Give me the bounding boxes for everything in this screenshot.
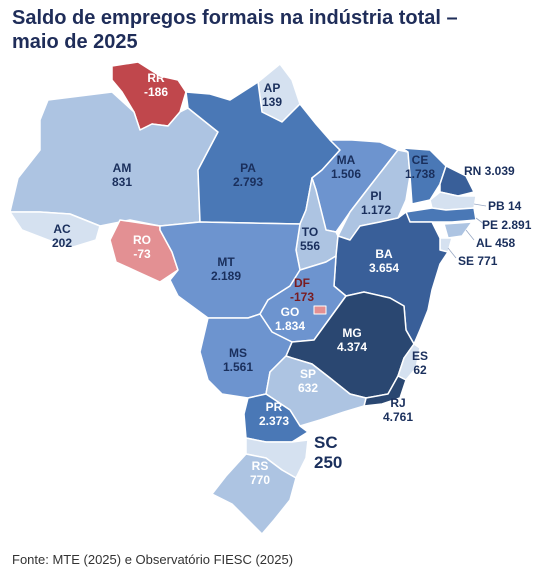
state-code-mg: MG [342, 326, 361, 340]
state-value-mg: 4.374 [337, 340, 367, 354]
state-value-ba: 3.654 [369, 261, 399, 275]
state-ma[interactable] [311, 139, 399, 233]
state-value-rr: -186 [144, 85, 168, 99]
state-code-sc: SC [314, 433, 338, 452]
map-title: Saldo de empregos formais na indústria t… [12, 6, 532, 54]
state-pe[interactable] [405, 207, 477, 223]
state-code-df: DF [294, 276, 310, 290]
state-code-rj: RJ [390, 396, 405, 410]
state-ac[interactable] [9, 211, 101, 249]
state-code-pa: PA [240, 161, 256, 175]
state-label-pe: PE 2.891 [482, 218, 532, 232]
state-value-am: 831 [112, 175, 132, 189]
state-label-al: AL 458 [476, 236, 515, 250]
state-pb[interactable] [429, 191, 477, 211]
state-df[interactable] [313, 305, 327, 315]
leader-lines [447, 203, 487, 259]
state-value-ms: 1.561 [223, 360, 253, 374]
state-label-se: SE 771 [458, 254, 498, 268]
state-code-ma: MA [337, 153, 356, 167]
state-code-ms: MS [229, 346, 247, 360]
state-label-pb: PB 14 [488, 199, 522, 213]
source-note: Fonte: MTE (2025) e Observatório FIESC (… [12, 552, 294, 567]
state-value-ac: 202 [52, 236, 72, 250]
state-code-to: TO [302, 225, 318, 239]
state-value-ce: 1.738 [405, 167, 435, 181]
title-line-2: maio de 2025 [12, 31, 138, 53]
state-value-ap: 139 [262, 95, 282, 109]
state-value-pr: 2.373 [259, 414, 289, 428]
state-code-ce: CE [412, 153, 429, 167]
state-value-es: 62 [413, 363, 427, 377]
state-code-sp: SP [300, 367, 316, 381]
state-code-rs: RS [252, 459, 269, 473]
state-value-sp: 632 [298, 381, 318, 395]
state-value-ma: 1.506 [331, 167, 361, 181]
state-value-pi: 1.172 [361, 203, 391, 217]
state-value-sc: 250 [314, 453, 342, 472]
state-value-rs: 770 [250, 473, 270, 487]
state-rj[interactable] [363, 375, 407, 407]
state-label-rn: RN 3.039 [464, 164, 515, 178]
state-code-es: ES [412, 349, 428, 363]
state-al[interactable] [443, 221, 473, 239]
state-value-go: 1.834 [275, 319, 305, 333]
state-code-ac: AC [53, 222, 71, 236]
state-code-ap: AP [264, 81, 281, 95]
state-value-rj: 4.761 [383, 410, 413, 424]
state-value-pa: 2.793 [233, 175, 263, 189]
state-code-rr: RR [147, 71, 165, 85]
state-am[interactable] [9, 91, 219, 227]
state-code-mt: MT [217, 255, 235, 269]
state-code-pr: PR [266, 400, 283, 414]
title-line-1: Saldo de empregos formais na indústria t… [12, 7, 458, 29]
state-rs[interactable] [211, 453, 297, 535]
state-code-ba: BA [375, 247, 393, 261]
state-code-go: GO [281, 305, 300, 319]
state-code-am: AM [113, 161, 132, 175]
state-pr[interactable] [243, 393, 309, 443]
state-code-ro: RO [133, 233, 151, 247]
state-value-df: -173 [290, 290, 314, 304]
state-value-to: 556 [300, 239, 320, 253]
state-value-mt: 2.189 [211, 269, 241, 283]
state-value-ro: -73 [133, 247, 151, 261]
state-code-pi: PI [370, 189, 381, 203]
